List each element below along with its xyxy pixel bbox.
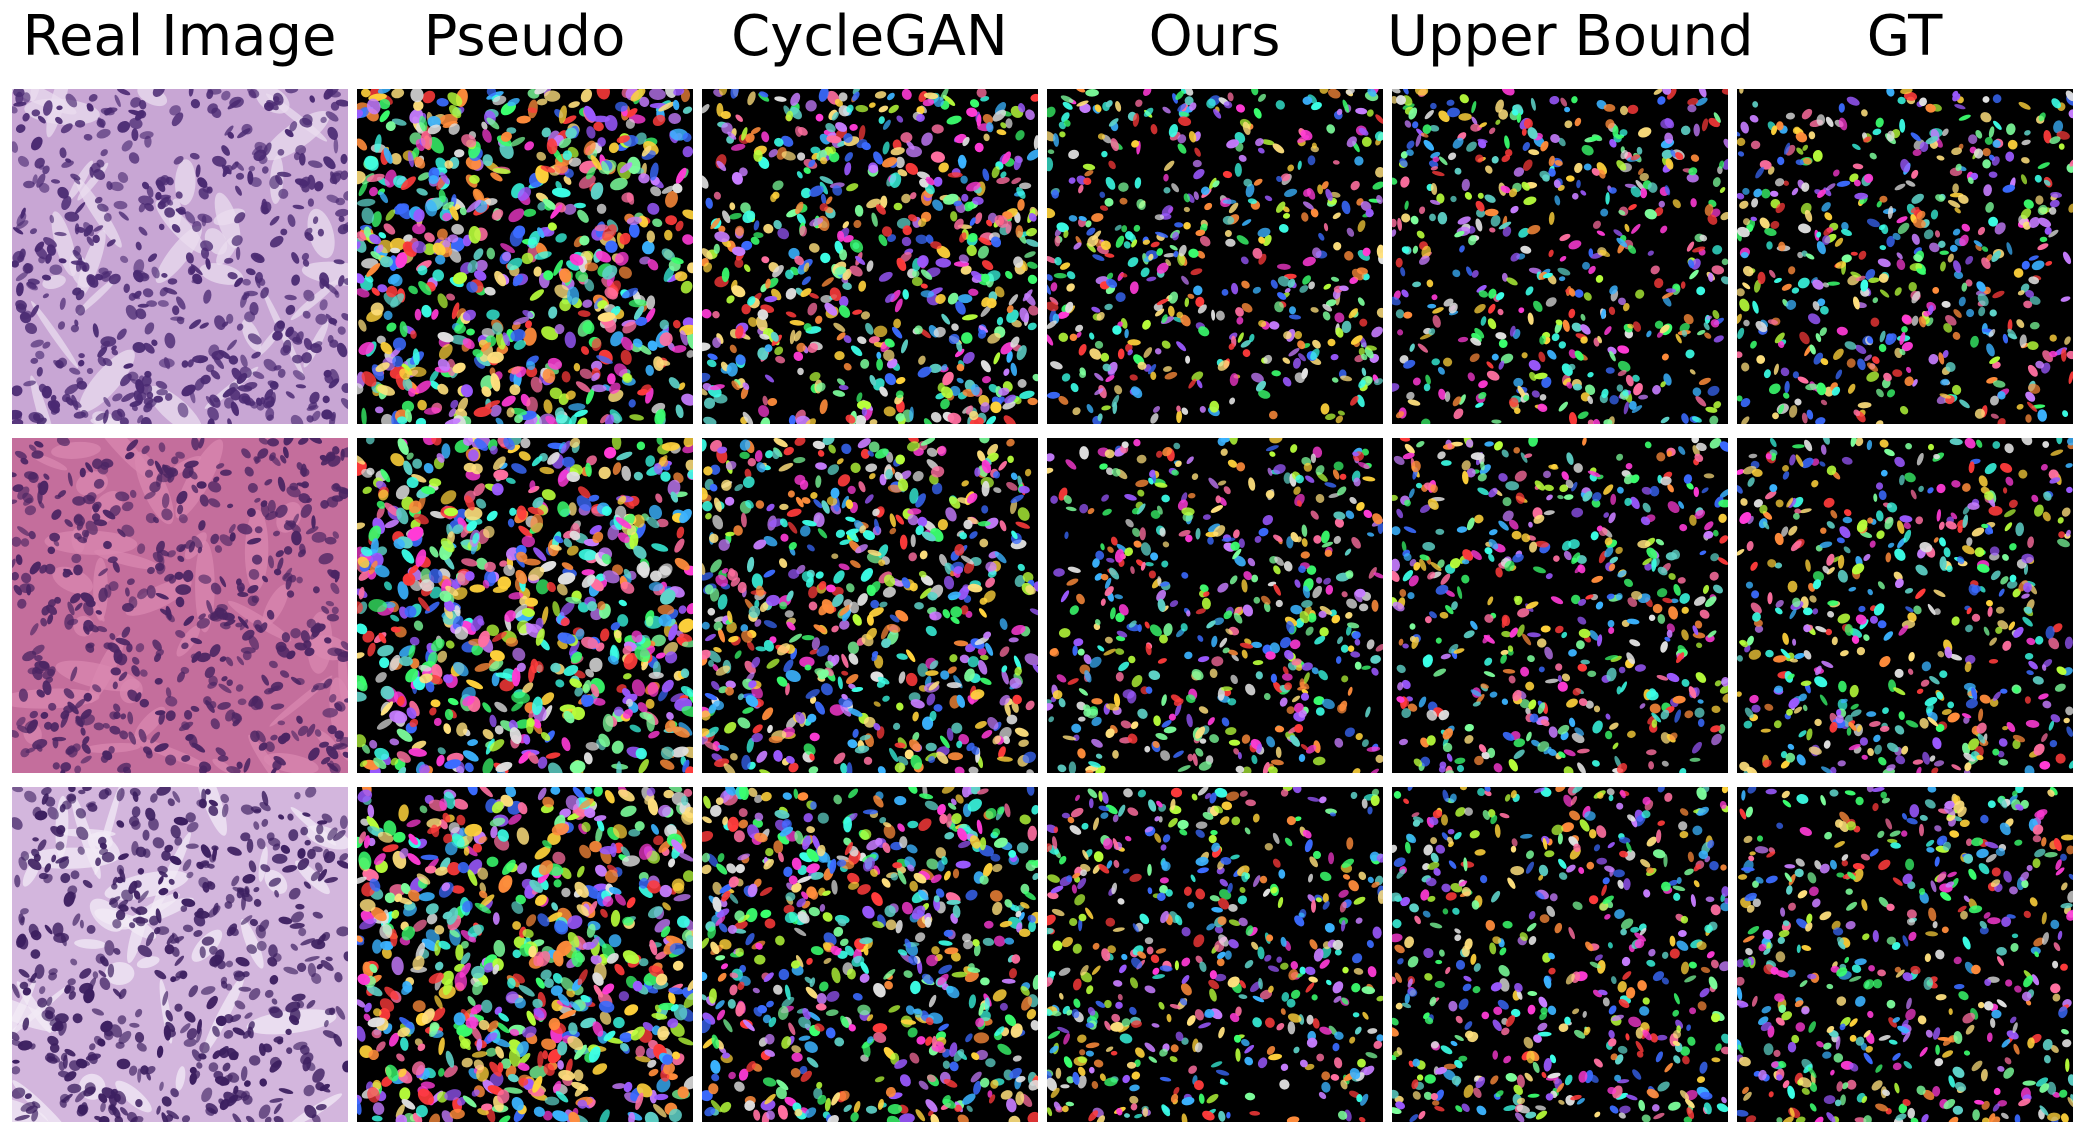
panel-row-3-ours [1047,787,1383,1122]
column-header-real-image: Real Image [22,4,337,69]
panel-row-2-gt [1737,438,2073,773]
panel-row-2-real-image [12,438,348,773]
panel-row-1-gt [1737,89,2073,424]
panel-row-2-cyclegan [702,438,1038,773]
panel-row-1-pseudo [357,89,693,424]
panel-row-1-ours [1047,89,1383,424]
column-header-upper-bound: Upper Bound [1387,4,1754,69]
panel-row-3-pseudo [357,787,693,1122]
panel-row-3-cyclegan [702,787,1038,1122]
panel-row-3-upper-bound [1392,787,1728,1122]
panel-row-3-real-image [12,787,348,1122]
column-headers: Real Image Pseudo CycleGAN Ours Upper Bo… [0,0,2080,84]
panel-row-1-real-image [12,89,348,424]
panel-row-1-upper-bound [1392,89,1728,424]
panel-row-2-upper-bound [1392,438,1728,773]
panel-row-3-gt [1737,787,2073,1122]
column-header-pseudo: Pseudo [423,4,626,69]
column-header-gt: GT [1866,4,1943,69]
column-header-cyclegan: CycleGAN [731,4,1008,69]
column-header-ours: Ours [1148,4,1281,69]
panel-row-1-cyclegan [702,89,1038,424]
panel-row-2-ours [1047,438,1383,773]
panel-row-2-pseudo [357,438,693,773]
